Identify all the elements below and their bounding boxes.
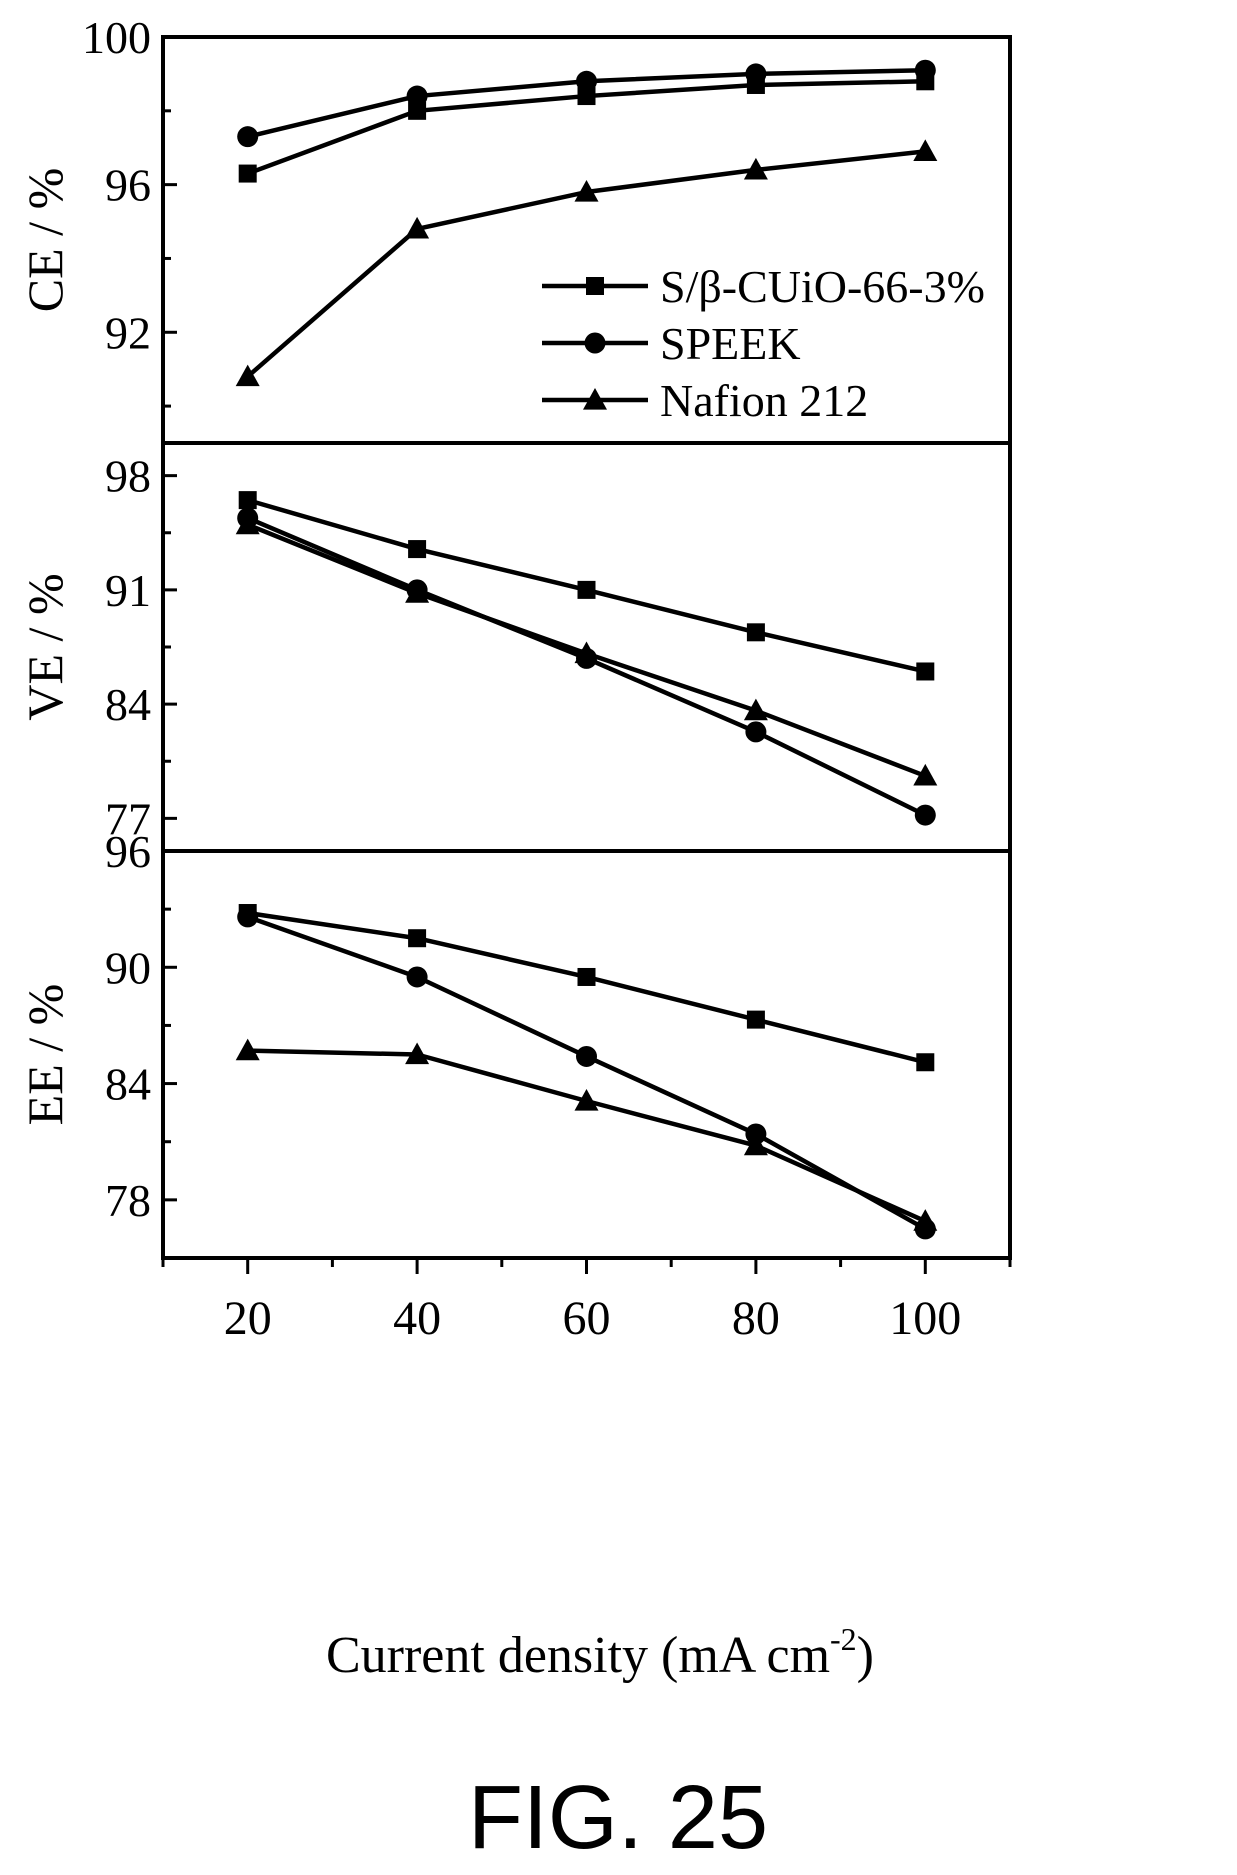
ce-data-point bbox=[743, 157, 768, 180]
ve-y-axis-label: VE / % bbox=[17, 573, 73, 720]
x-tick-label: 100 bbox=[889, 1292, 961, 1345]
ee-data-point bbox=[574, 1089, 599, 1111]
ce-series-circle bbox=[237, 59, 936, 148]
ce-data-point bbox=[406, 85, 428, 107]
ee-y-axis-label: EE / % bbox=[17, 984, 73, 1126]
x-tick-label: 20 bbox=[224, 1292, 272, 1345]
ce-data-point bbox=[576, 70, 597, 92]
ee-data-point bbox=[913, 1209, 938, 1231]
ve-data-point bbox=[746, 623, 765, 642]
legend-label: S/β-CUiO-66-3% bbox=[660, 261, 985, 312]
ee-ytick-label: 78 bbox=[105, 1175, 151, 1226]
ce-data-point bbox=[408, 101, 427, 120]
figure-label: FIG. 25 bbox=[468, 1768, 768, 1868]
legend-marker bbox=[583, 388, 607, 410]
ee-series-line bbox=[247, 910, 926, 1065]
ce-data-point bbox=[574, 180, 599, 202]
ee-data-point bbox=[405, 1042, 430, 1065]
ce-ytick-label: 100 bbox=[82, 12, 151, 63]
ve-ytick-label: 84 bbox=[105, 679, 151, 730]
ee-data-point bbox=[577, 967, 596, 986]
ve-series-triangle bbox=[235, 512, 938, 786]
x-tick-label: 80 bbox=[732, 1292, 780, 1345]
ve-series-circle bbox=[237, 507, 936, 826]
legend: S/β-CUiO-66-3% SPEEK Nafion 212 bbox=[542, 261, 985, 426]
ee-data-point bbox=[237, 906, 259, 928]
ce-data-point bbox=[237, 126, 259, 148]
ce-data-point bbox=[405, 216, 430, 239]
ee-ytick-label: 96 bbox=[105, 826, 151, 877]
ee-data-point bbox=[576, 1045, 597, 1067]
ve-data-point bbox=[916, 662, 935, 681]
ve-data-point bbox=[913, 763, 938, 786]
ee-ytick-label: 84 bbox=[105, 1059, 151, 1110]
ve-series-square bbox=[238, 491, 935, 681]
legend-marker bbox=[584, 332, 606, 354]
ee-data-point bbox=[235, 1038, 260, 1061]
ve-data-point bbox=[405, 581, 430, 603]
ve-data-point bbox=[577, 580, 596, 599]
ve-ytick-label: 98 bbox=[105, 451, 151, 502]
ve-data-point bbox=[743, 698, 768, 721]
ee-data-point bbox=[406, 966, 428, 988]
legend-marker bbox=[586, 277, 604, 295]
ee-data-point bbox=[743, 1133, 768, 1156]
legend-label: SPEEK bbox=[660, 318, 801, 369]
ee-series-triangle bbox=[235, 1038, 938, 1231]
ve-ytick-label: 77 bbox=[105, 793, 151, 844]
ce-y-axis-label: CE / % bbox=[17, 168, 73, 312]
panel-ee: 78 84 90 96 EE / % bbox=[17, 826, 1012, 1260]
x-tick-label: 60 bbox=[563, 1292, 611, 1345]
ee-ytick-label: 90 bbox=[105, 942, 151, 993]
ve-data-point bbox=[408, 540, 427, 559]
ce-series-triangle bbox=[235, 139, 938, 387]
x-axis-label: Current density (mA cm-2) bbox=[326, 1621, 874, 1684]
ce-data-point bbox=[577, 87, 596, 106]
ce-data-point bbox=[914, 59, 936, 81]
ee-series-circle bbox=[237, 906, 936, 1240]
ce-ytick-label: 92 bbox=[105, 307, 151, 358]
ee-data-point bbox=[916, 1053, 935, 1072]
ee-data-point bbox=[408, 929, 427, 948]
chart-panels: 92 96 100 CE / % 77 84 91 98 VE / % 78 84 90 96 EE / … bbox=[17, 12, 1012, 1260]
ve-data-point bbox=[574, 641, 599, 664]
ve-data-point bbox=[745, 721, 767, 743]
ve-ytick-label: 91 bbox=[105, 565, 151, 616]
legend-item: Nafion 212 bbox=[542, 375, 868, 426]
ce-data-point bbox=[745, 63, 767, 85]
ve-data-point bbox=[238, 491, 257, 510]
legend-label: Nafion 212 bbox=[660, 375, 868, 426]
ee-data-point bbox=[746, 1010, 765, 1029]
ee-series-line bbox=[246, 914, 927, 1231]
ee-series-line bbox=[247, 1048, 927, 1224]
panel-ve: 77 84 91 98 VE / % bbox=[17, 441, 1012, 853]
ve-data-point bbox=[235, 512, 260, 535]
ce-data-point bbox=[235, 364, 260, 387]
legend-item: SPEEK bbox=[542, 318, 801, 369]
legend-item: S/β-CUiO-66-3% bbox=[542, 261, 985, 312]
ce-data-point bbox=[913, 139, 938, 162]
x-axis: 20 40 60 80 100 bbox=[161, 1258, 1012, 1345]
ce-data-point bbox=[238, 164, 257, 183]
ve-data-point bbox=[914, 804, 936, 826]
x-tick-label: 40 bbox=[393, 1292, 441, 1345]
ce-ytick-label: 96 bbox=[105, 160, 151, 211]
panel-ce: 92 96 100 CE / % bbox=[17, 12, 1012, 445]
